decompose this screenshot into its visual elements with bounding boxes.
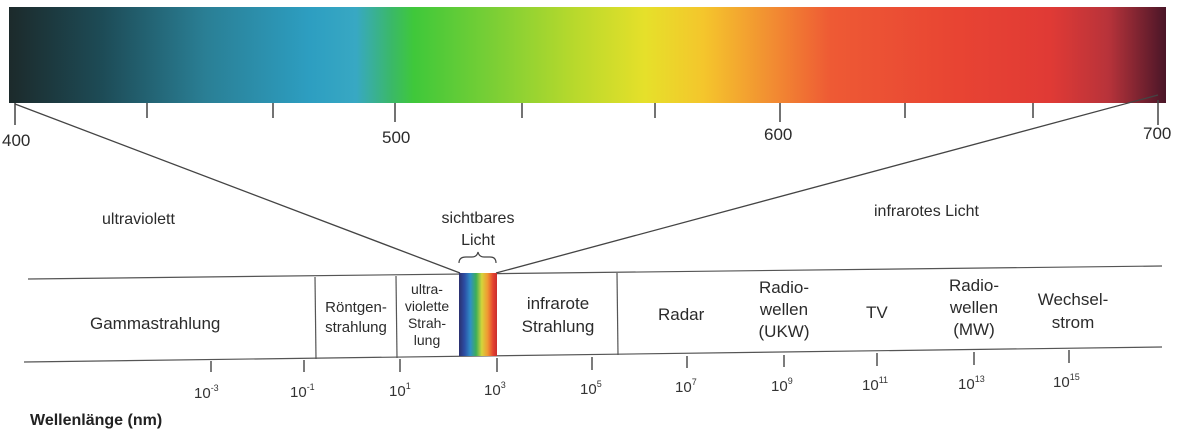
band-divider (616, 272, 619, 356)
visible-spectrum-bar (9, 7, 1166, 103)
band-divider (395, 275, 398, 359)
infrared-light-label: infrarotes Licht (874, 203, 979, 220)
visible-band-strip (459, 273, 497, 356)
axis-label: 1011 (862, 375, 889, 394)
axis-label: 109 (771, 376, 793, 395)
funnel-line-left (14, 103, 461, 274)
axis-label: 105 (580, 379, 602, 398)
visible-light-label: sichtbares Licht (441, 210, 515, 249)
band-alternating-current: Wechsel- strom (1037, 290, 1109, 332)
axis-label: 1015 (1053, 372, 1080, 391)
spectrum-label-700: 700 (1143, 124, 1172, 143)
axis-label: 10-1 (290, 382, 315, 401)
band-xray: Röntgen- strahlung (325, 299, 387, 336)
axis-label: 103 (484, 380, 506, 399)
band-uv: ultra- violette Strah- lung (404, 281, 450, 348)
band-tv: TV (866, 303, 888, 322)
band-radio-mw: Radio- wellen (MW) (948, 276, 1000, 339)
band-radio-ukw: Radio- wellen (UKW) (758, 278, 810, 341)
band-radar: Radar (658, 305, 705, 324)
axis-label: 1013 (958, 374, 985, 393)
spectrum-label-500: 500 (382, 128, 411, 147)
axis-label: 10-3 (194, 383, 219, 402)
band-divider (314, 276, 317, 360)
band-infrared: infrarote Strahlung (521, 294, 595, 336)
axis-title: Wellenlänge (nm) (30, 412, 163, 429)
spectrum-label-400: 400 (2, 131, 31, 150)
ultraviolet-label: ultraviolett (102, 211, 175, 228)
axis-label: 101 (389, 381, 411, 400)
spectrum-label-600: 600 (764, 125, 793, 144)
band-bottom-line (23, 346, 1163, 363)
visible-brace (458, 251, 497, 264)
band-top-line (27, 265, 1163, 280)
funnel-line-right (495, 94, 1159, 274)
axis-label: 107 (675, 377, 697, 396)
band-gamma: Gammastrahlung (90, 314, 221, 333)
